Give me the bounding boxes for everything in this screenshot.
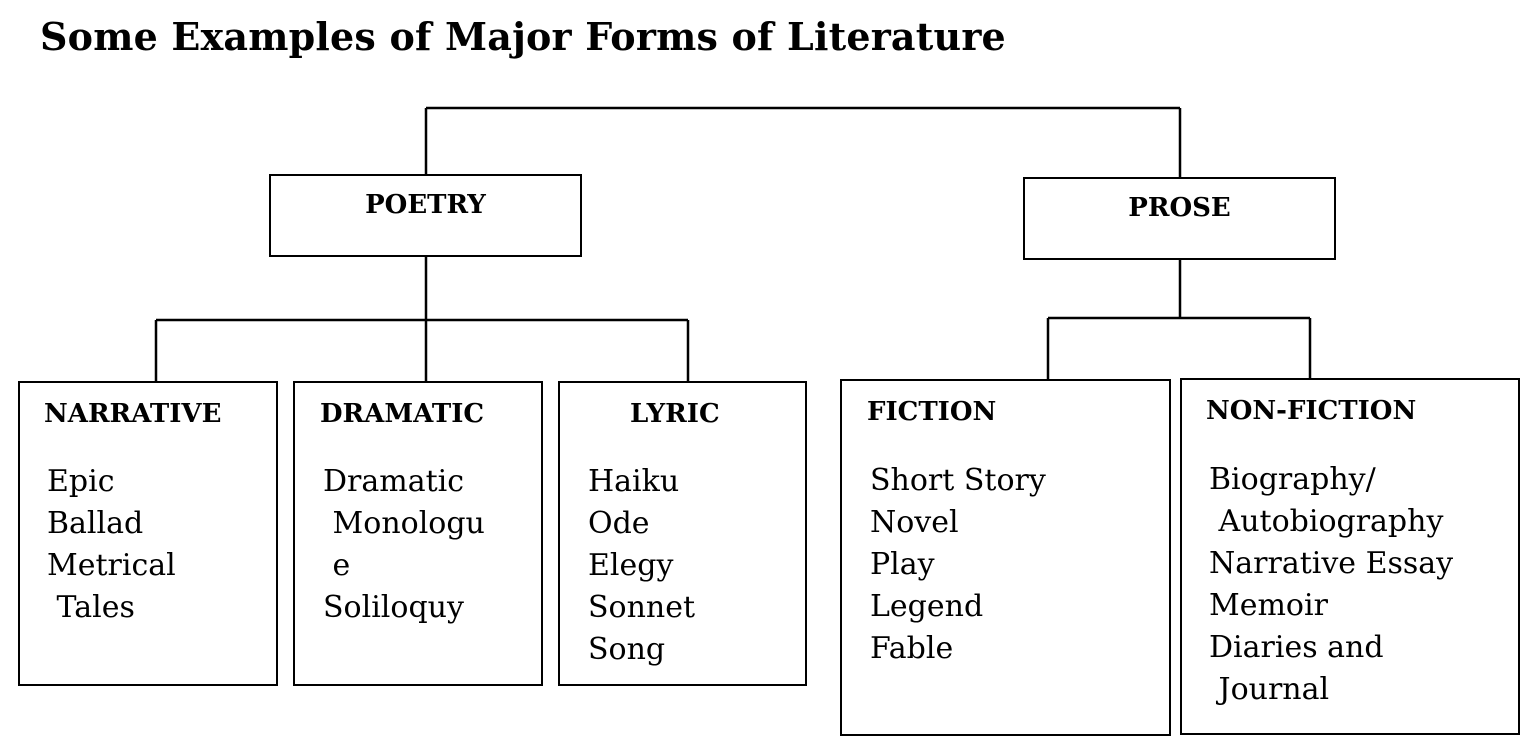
poetry-label: POETRY <box>365 190 486 220</box>
prose-label: PROSE <box>1128 193 1231 223</box>
poetry-box: POETRY <box>269 174 582 257</box>
narrative-list: Epic Ballad Metrical Tales <box>47 461 176 629</box>
list-item: Legend <box>870 589 984 624</box>
list-item: Monologu <box>323 506 485 541</box>
non-fiction-label: NON-FICTION <box>1206 396 1417 426</box>
list-item: Narrative Essay <box>1209 546 1454 581</box>
list-item: Fable <box>870 631 954 666</box>
dramatic-list: Dramatic Monologu e Soliloquy <box>323 461 485 629</box>
lyric-box: LYRIC Haiku Ode Elegy Sonnet Song <box>558 381 807 686</box>
narrative-box: NARRATIVE Epic Ballad Metrical Tales <box>18 381 278 686</box>
list-item: Journal <box>1209 672 1330 707</box>
dramatic-label: DRAMATIC <box>320 399 485 429</box>
list-item: Soliloquy <box>323 590 464 625</box>
list-item: Haiku <box>588 464 680 499</box>
list-item: Dramatic <box>323 464 465 499</box>
list-item: Metrical <box>47 548 176 583</box>
list-item: Novel <box>870 505 959 540</box>
diagram-title: Some Examples of Major Forms of Literatu… <box>40 14 1006 59</box>
prose-box: PROSE <box>1023 177 1336 260</box>
list-item: Tales <box>47 590 135 625</box>
list-item: Biography/ <box>1209 462 1376 497</box>
list-item: Ode <box>588 506 650 541</box>
list-item: Autobiography <box>1209 504 1444 539</box>
list-item: Short Story <box>870 463 1046 498</box>
lyric-label: LYRIC <box>630 399 720 429</box>
connector-prose <box>1046 259 1312 380</box>
fiction-box: FICTION Short Story Novel Play Legend Fa… <box>840 379 1171 736</box>
non-fiction-list: Biography/ Autobiography Narrative Essay… <box>1209 459 1453 711</box>
list-item: Sonnet <box>588 590 696 625</box>
list-item: e <box>323 548 351 583</box>
narrative-label: NARRATIVE <box>44 399 222 429</box>
list-item: Song <box>588 632 666 667</box>
list-item: Elegy <box>588 548 674 583</box>
list-item: Memoir <box>1209 588 1328 623</box>
list-item: Epic <box>47 464 115 499</box>
connector-root <box>424 106 1182 177</box>
list-item: Ballad <box>47 506 144 541</box>
list-item: Play <box>870 547 935 582</box>
fiction-list: Short Story Novel Play Legend Fable <box>870 460 1046 670</box>
lyric-list: Haiku Ode Elegy Sonnet Song <box>588 461 695 671</box>
connector-poetry <box>154 256 690 382</box>
list-item: Diaries and <box>1209 630 1384 665</box>
dramatic-box: DRAMATIC Dramatic Monologu e Soliloquy <box>293 381 543 686</box>
non-fiction-box: NON-FICTION Biography/ Autobiography Nar… <box>1180 378 1520 735</box>
fiction-label: FICTION <box>867 397 997 427</box>
